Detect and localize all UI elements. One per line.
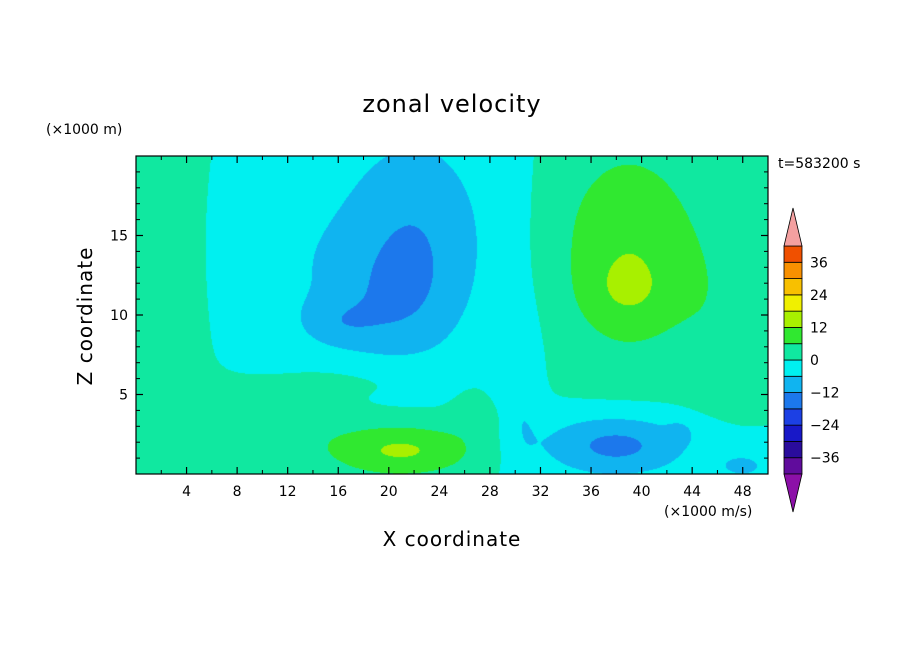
y-tick-label: 10 (110, 308, 128, 324)
x-axis-label: X coordinate (383, 527, 522, 551)
velocity-field (136, 156, 768, 474)
colorbar-under-arrow (783, 473, 803, 513)
x-tick-label: 36 (582, 484, 600, 500)
colorbar-tick-label: 0 (810, 353, 819, 369)
colorbar-segment (783, 457, 803, 475)
y-unit-label: (×1000 m) (46, 122, 122, 138)
x-tick-label: 48 (734, 484, 752, 500)
x-tick-label: 28 (481, 484, 499, 500)
colorbar-segment (783, 294, 803, 312)
x-tick-label: 20 (380, 484, 398, 500)
x-tick-label: 8 (233, 484, 242, 500)
x-unit-label: (×1000 m/s) (664, 504, 752, 520)
colorbar-segment (783, 359, 803, 377)
colorbar-over-arrow (783, 207, 803, 247)
colorbar-tick-label: 36 (810, 255, 828, 271)
x-tick-label: 40 (633, 484, 651, 500)
y-axis-label: Z coordinate (73, 247, 97, 386)
colorbar-tick-label: 24 (810, 288, 828, 304)
y-tick-label: 5 (119, 388, 128, 404)
x-tick-label: 4 (182, 484, 191, 500)
x-tick-label: 32 (532, 484, 550, 500)
colorbar-segment (783, 261, 803, 279)
colorbar-segment (783, 327, 803, 345)
x-tick-label: 16 (329, 484, 347, 500)
colorbar-tick-label: −36 (810, 451, 840, 467)
colorbar-segment (783, 424, 803, 442)
chart-title: zonal velocity (362, 90, 541, 118)
time-label: t=583200 s (778, 156, 860, 172)
colorbar-segment (783, 392, 803, 410)
x-tick-label: 12 (279, 484, 297, 500)
colorbar-segment (783, 278, 803, 296)
colorbar-tick-label: −12 (810, 386, 840, 402)
colorbar-segment (783, 343, 803, 361)
colorbar-tick-label: 12 (810, 320, 828, 336)
y-tick-label: 15 (110, 229, 128, 245)
colorbar-segment (783, 310, 803, 328)
x-tick-label: 24 (430, 484, 448, 500)
colorbar-segment (783, 441, 803, 459)
x-tick-label: 44 (683, 484, 701, 500)
colorbar-segment (783, 408, 803, 426)
colorbar-segment (783, 375, 803, 393)
colorbar-segment (783, 245, 803, 263)
colorbar-tick-label: −24 (810, 418, 840, 434)
colorbar: 36 24 12 0 −12 −24 −36 (783, 207, 840, 513)
